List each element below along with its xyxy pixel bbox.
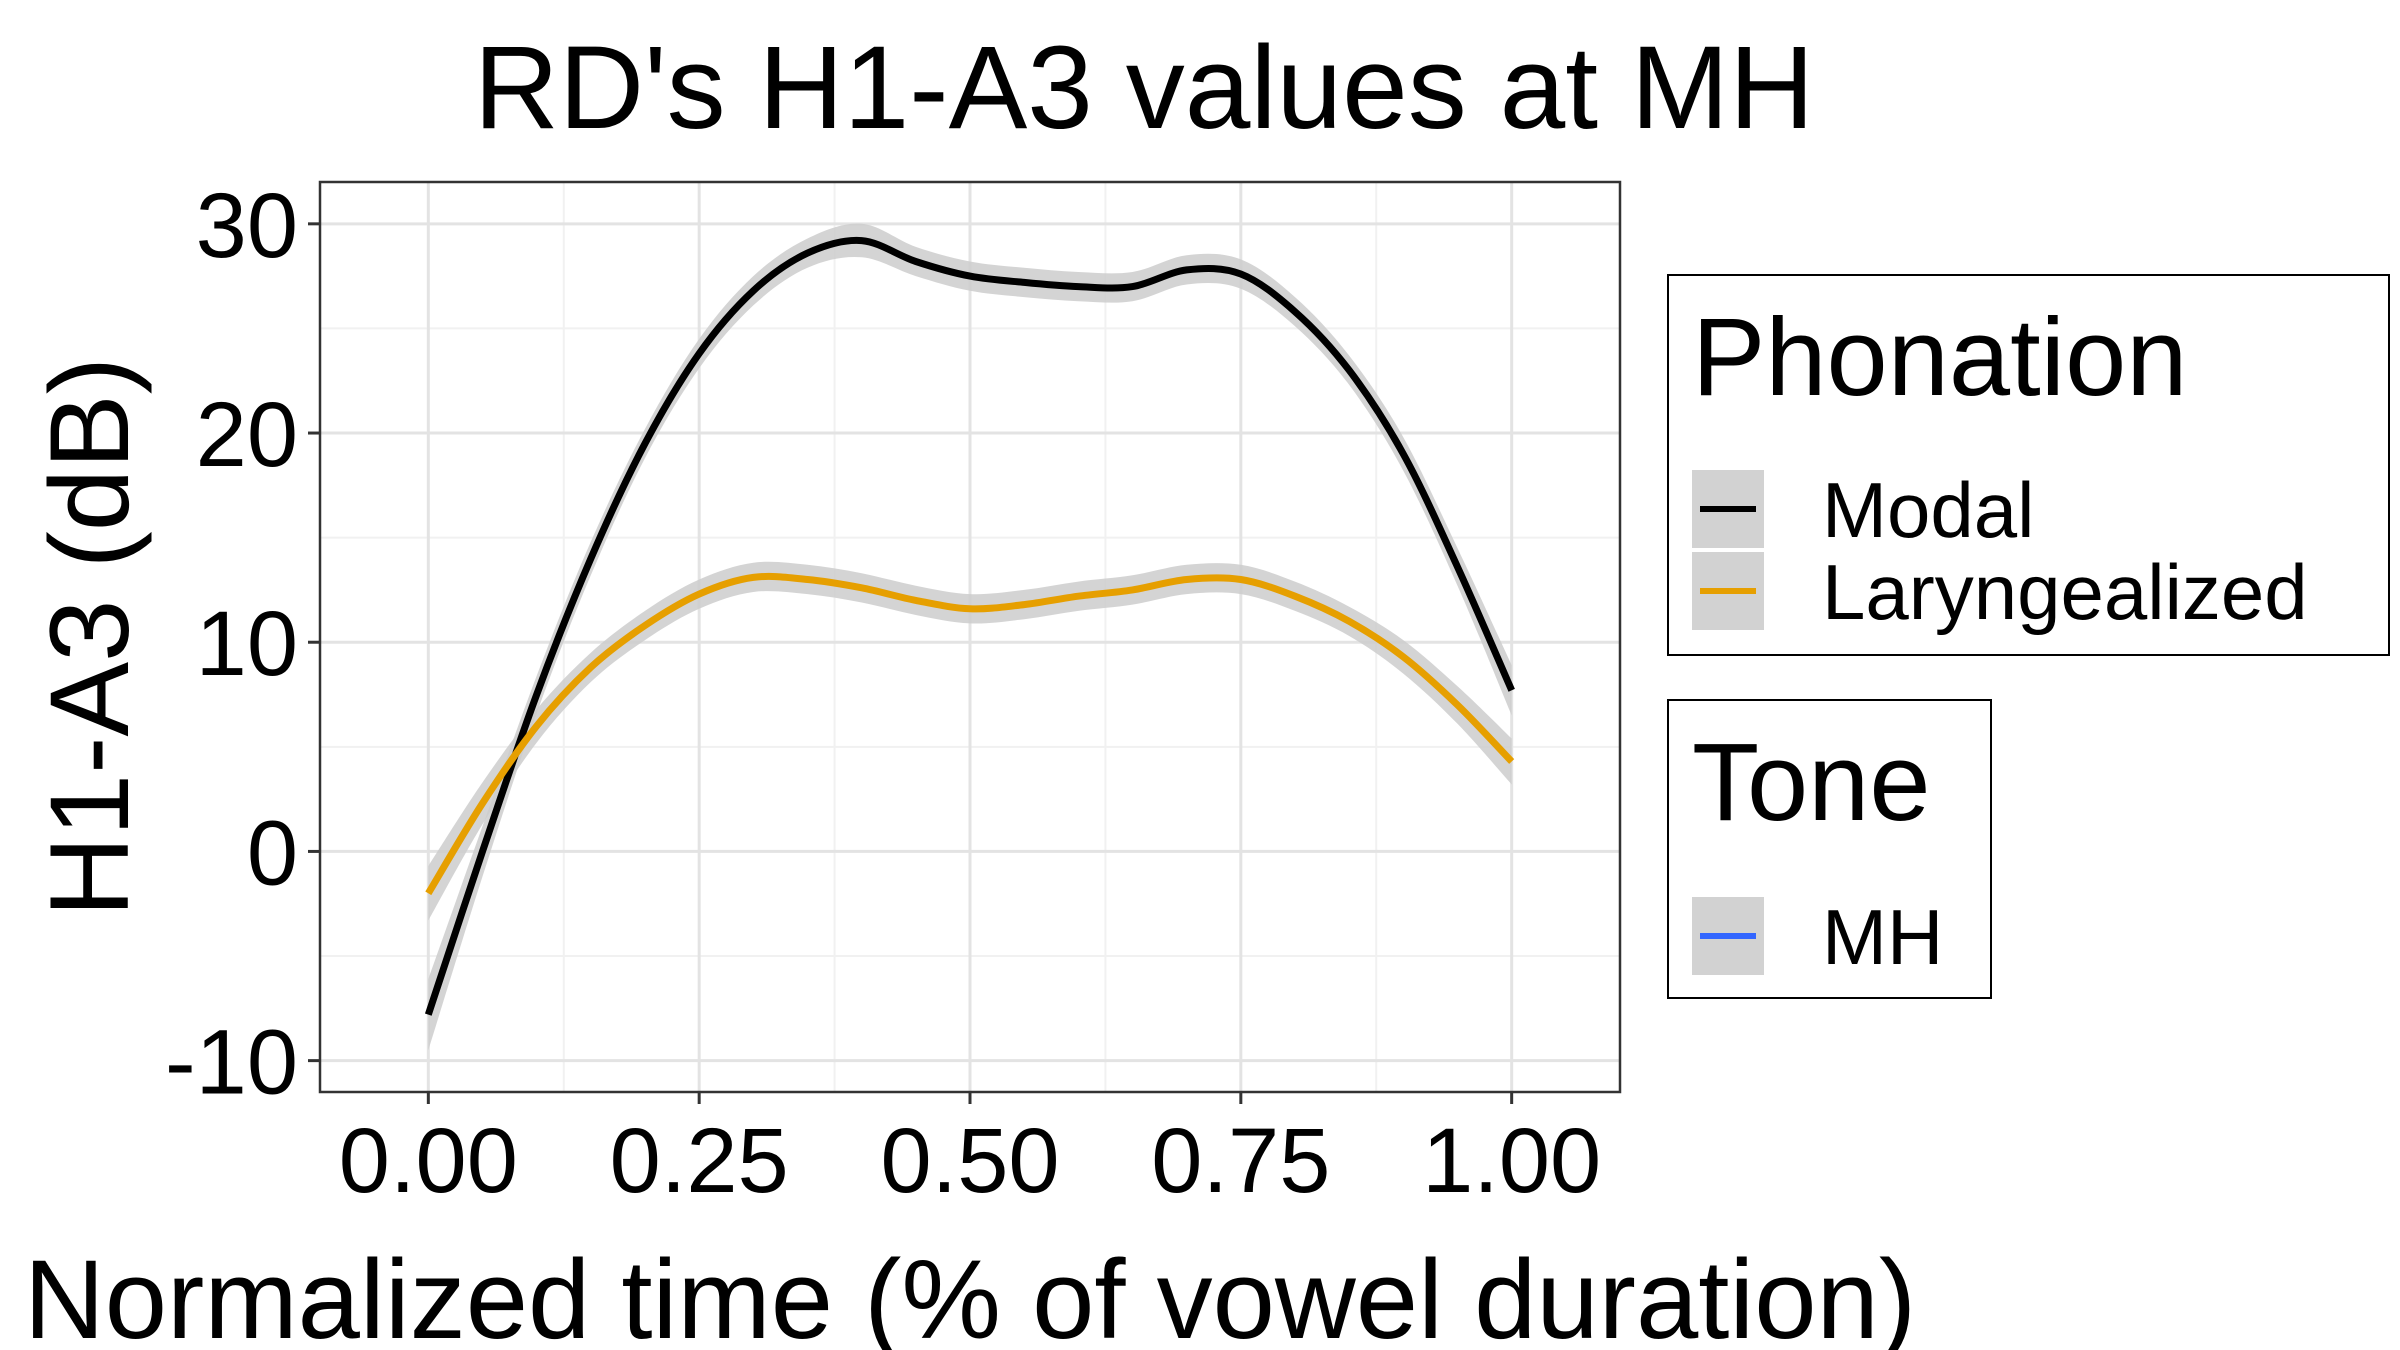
legend-phonation: Phonation Modal Laryngealized bbox=[1667, 274, 2390, 656]
y-tick-label: 10 bbox=[196, 593, 298, 695]
series-line-laryngealized bbox=[425, 572, 1515, 896]
legend-tone-title: Tone bbox=[1692, 721, 1931, 844]
x-tick-label: 0.75 bbox=[1151, 1110, 1330, 1212]
chart-title: RD's H1-A3 values at MH bbox=[474, 22, 1815, 154]
series-line-modal bbox=[424, 236, 1515, 1016]
y-tick-label: 30 bbox=[196, 175, 298, 277]
y-tick-label: 0 bbox=[247, 802, 298, 904]
legend-label-mh: MH bbox=[1822, 893, 1943, 981]
legend-phonation-title: Phonation bbox=[1692, 296, 2187, 419]
plot-panel bbox=[318, 180, 1622, 1094]
legend-phonation-box bbox=[1667, 274, 2390, 656]
x-axis-title: Normalized time (% of vowel duration) bbox=[24, 1237, 1916, 1350]
legend-label-modal: Modal bbox=[1822, 466, 2034, 554]
y-axis-ticks: -10 0 10 20 30 bbox=[165, 175, 320, 1114]
y-axis-title: H1-A3 (dB) bbox=[27, 357, 152, 917]
x-tick-label: 0.25 bbox=[610, 1110, 789, 1212]
grid-major bbox=[320, 182, 1620, 1092]
x-axis-ticks: 0.00 0.25 0.50 0.75 1.00 bbox=[339, 1092, 1601, 1212]
y-tick-label: 20 bbox=[196, 384, 298, 486]
x-tick-label: 1.00 bbox=[1422, 1110, 1601, 1212]
legend-label-laryngealized: Laryngealized bbox=[1822, 548, 2308, 636]
x-tick-label: 0.00 bbox=[339, 1110, 518, 1212]
x-tick-label: 0.50 bbox=[880, 1110, 1059, 1212]
series-lines bbox=[424, 236, 1515, 1016]
legend-tone: Tone MH bbox=[1667, 699, 1992, 999]
y-tick-label: -10 bbox=[165, 1012, 298, 1114]
